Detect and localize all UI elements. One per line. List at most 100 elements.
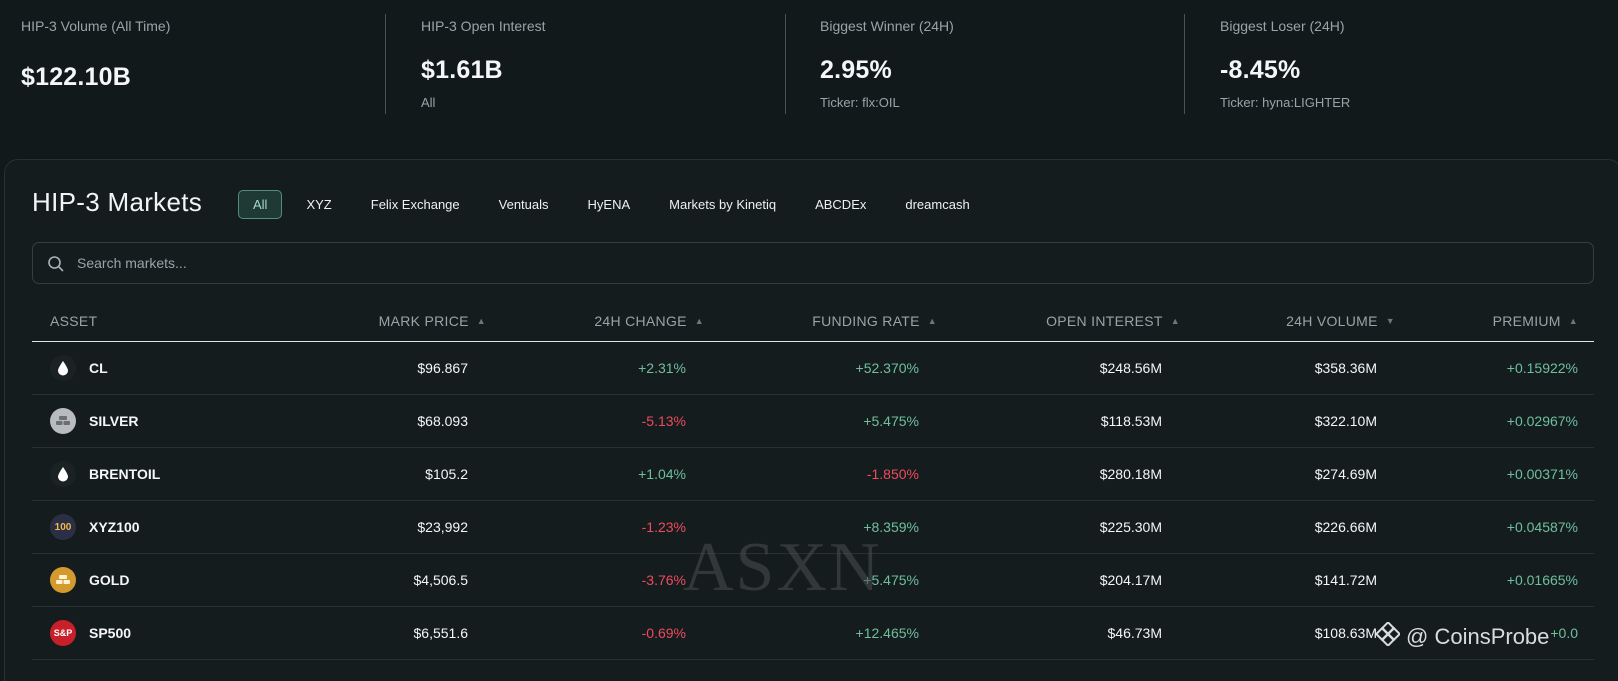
asset-name: XYZ100: [89, 519, 140, 535]
sort-down-icon: ▼: [1385, 316, 1395, 326]
24h-volume: $226.66M: [1314, 519, 1377, 535]
table-row[interactable]: 100 XYZ100 $23,992 -1.23% +8.359% $225.3…: [32, 501, 1594, 554]
sort-up-icon: ▲: [476, 316, 486, 326]
column-open-interest[interactable]: OPEN INTEREST ▲: [1046, 313, 1180, 329]
column-asset[interactable]: ASSET: [50, 313, 98, 329]
stat-total-volume: HIP-3 Volume (All Time) $122.10B: [21, 18, 170, 92]
funding-rate: +5.475%: [863, 413, 919, 429]
panel-title: HIP-3 Markets: [32, 187, 203, 217]
mark-price: $68.093: [417, 413, 468, 429]
oil-drop-icon: [50, 461, 76, 487]
asset-name: BRENTOIL: [89, 466, 161, 482]
24h-change: -3.76%: [641, 572, 686, 588]
sp500-icon: S&P: [50, 620, 76, 646]
24h-volume: $108.63M: [1314, 625, 1377, 641]
table-row[interactable]: CL $96.867 +2.31% +52.370% $248.56M $358…: [32, 342, 1594, 395]
sort-up-icon: ▲: [694, 316, 704, 326]
open-interest: $225.30M: [1099, 519, 1162, 535]
column-24h-change[interactable]: 24H CHANGE ▲: [594, 313, 704, 329]
funding-rate: -1.850%: [866, 466, 919, 482]
divider: [1184, 14, 1185, 114]
divider: [385, 14, 386, 114]
24h-change: +2.31%: [638, 360, 686, 376]
asset-name: CL: [89, 360, 108, 376]
search-icon: [47, 255, 65, 278]
column-funding-rate[interactable]: FUNDING RATE ▲: [812, 313, 937, 329]
premium: +0.04587%: [1506, 519, 1578, 535]
asset-name: GOLD: [89, 572, 130, 588]
gold-bars-icon: [50, 567, 76, 593]
filter-all[interactable]: All: [238, 190, 283, 219]
table-row[interactable]: GOLD $4,506.5 -3.76% +5.475% $204.17M $1…: [32, 554, 1594, 607]
column-premium[interactable]: PREMIUM ▲: [1492, 313, 1578, 329]
24h-change: -0.69%: [641, 625, 686, 641]
table-row[interactable]: S&P SP500 $6,551.6 -0.69% +12.465% $46.7…: [32, 607, 1594, 660]
funding-rate: +8.359%: [863, 519, 919, 535]
markets-panel: HIP-3 Markets All XYZ Felix Exchange Ven…: [4, 159, 1618, 681]
stat-label: HIP-3 Volume (All Time): [21, 18, 171, 34]
funding-rate: +12.465%: [855, 625, 919, 641]
stat-sub: Ticker: hyna:LIGHTER: [1220, 95, 1351, 110]
stat-value: -8.45%: [1220, 56, 1301, 84]
column-24h-volume[interactable]: 24H VOLUME ▼: [1286, 313, 1395, 329]
mark-price: $105.2: [425, 466, 468, 482]
stat-biggest-winner: Biggest Winner (24H) 2.95% Ticker: flx:O…: [820, 18, 954, 110]
24h-change: -5.13%: [641, 413, 686, 429]
filter-markets-by-kinetiq[interactable]: Markets by Kinetiq: [669, 197, 777, 212]
stat-label: Biggest Loser (24H): [1220, 18, 1345, 34]
table-row[interactable]: SILVER $68.093 -5.13% +5.475% $118.53M $…: [32, 395, 1594, 448]
xyz100-icon: 100: [50, 514, 76, 540]
open-interest: $280.18M: [1099, 466, 1162, 482]
stat-label: Biggest Winner (24H): [820, 18, 954, 34]
premium: +0.00371%: [1506, 466, 1578, 482]
open-interest: $46.73M: [1107, 625, 1162, 641]
24h-volume: $274.69M: [1314, 466, 1377, 482]
stat-biggest-loser: Biggest Loser (24H) -8.45% Ticker: hyna:…: [1220, 18, 1350, 110]
mark-price: $4,506.5: [413, 572, 469, 588]
asset-name: SILVER: [89, 413, 139, 429]
open-interest: $118.53M: [1100, 413, 1162, 429]
premium: +0.0: [1550, 625, 1578, 641]
filter-felix-exchange[interactable]: Felix Exchange: [370, 197, 460, 212]
stat-value: 2.95%: [820, 56, 892, 84]
mark-price: $6,551.6: [413, 625, 469, 641]
24h-volume: $141.72M: [1314, 572, 1377, 588]
silver-bars-icon: [50, 408, 76, 434]
mark-price: $96.867: [417, 360, 468, 376]
stat-label: HIP-3 Open Interest: [421, 18, 546, 34]
oil-drop-icon: [50, 355, 76, 381]
sort-up-icon: ▲: [1568, 316, 1578, 326]
premium: +0.15922%: [1506, 360, 1578, 376]
24h-volume: $358.36M: [1314, 360, 1377, 376]
filter-hyena[interactable]: HyENA: [587, 197, 631, 212]
mark-price: $23,992: [417, 519, 468, 535]
table-row[interactable]: BRENTOIL $105.2 +1.04% -1.850% $280.18M …: [32, 448, 1594, 501]
open-interest: $204.17M: [1099, 572, 1162, 588]
sort-up-icon: ▲: [1170, 316, 1180, 326]
24h-volume: $322.10M: [1314, 413, 1377, 429]
filter-chips: All XYZ Felix Exchange Ventuals HyENA Ma…: [238, 190, 994, 219]
premium: +0.02967%: [1506, 413, 1578, 429]
stat-sub: Ticker: flx:OIL: [820, 95, 900, 110]
stat-value: $1.61B: [421, 56, 503, 84]
filter-ventuals[interactable]: Ventuals: [498, 197, 549, 212]
asset-name: SP500: [89, 625, 132, 641]
24h-change: -1.23%: [641, 519, 686, 535]
stat-value: $122.10B: [21, 63, 132, 91]
table-header: ASSET MARK PRICE ▲ 24H CHANGE ▲ FUNDING RA…: [32, 300, 1594, 342]
24h-change: +1.04%: [638, 466, 686, 482]
stats-bar: HIP-3 Volume (All Time) $122.10B HIP-3 O…: [0, 0, 1618, 130]
open-interest: $248.56M: [1099, 360, 1162, 376]
sort-up-icon: ▲: [927, 316, 937, 326]
filter-dreamcash[interactable]: dreamcash: [905, 197, 970, 212]
divider: [785, 14, 786, 114]
column-mark-price[interactable]: MARK PRICE ▲: [378, 313, 486, 329]
filter-xyz[interactable]: XYZ: [306, 197, 332, 212]
premium: +0.01665%: [1506, 572, 1578, 588]
filter-abcdex[interactable]: ABCDEx: [815, 197, 867, 212]
search-box: [32, 242, 1594, 284]
search-input[interactable]: [77, 251, 1567, 275]
funding-rate: +5.475%: [863, 572, 919, 588]
funding-rate: +52.370%: [855, 360, 919, 376]
stat-sub: All: [421, 95, 436, 110]
